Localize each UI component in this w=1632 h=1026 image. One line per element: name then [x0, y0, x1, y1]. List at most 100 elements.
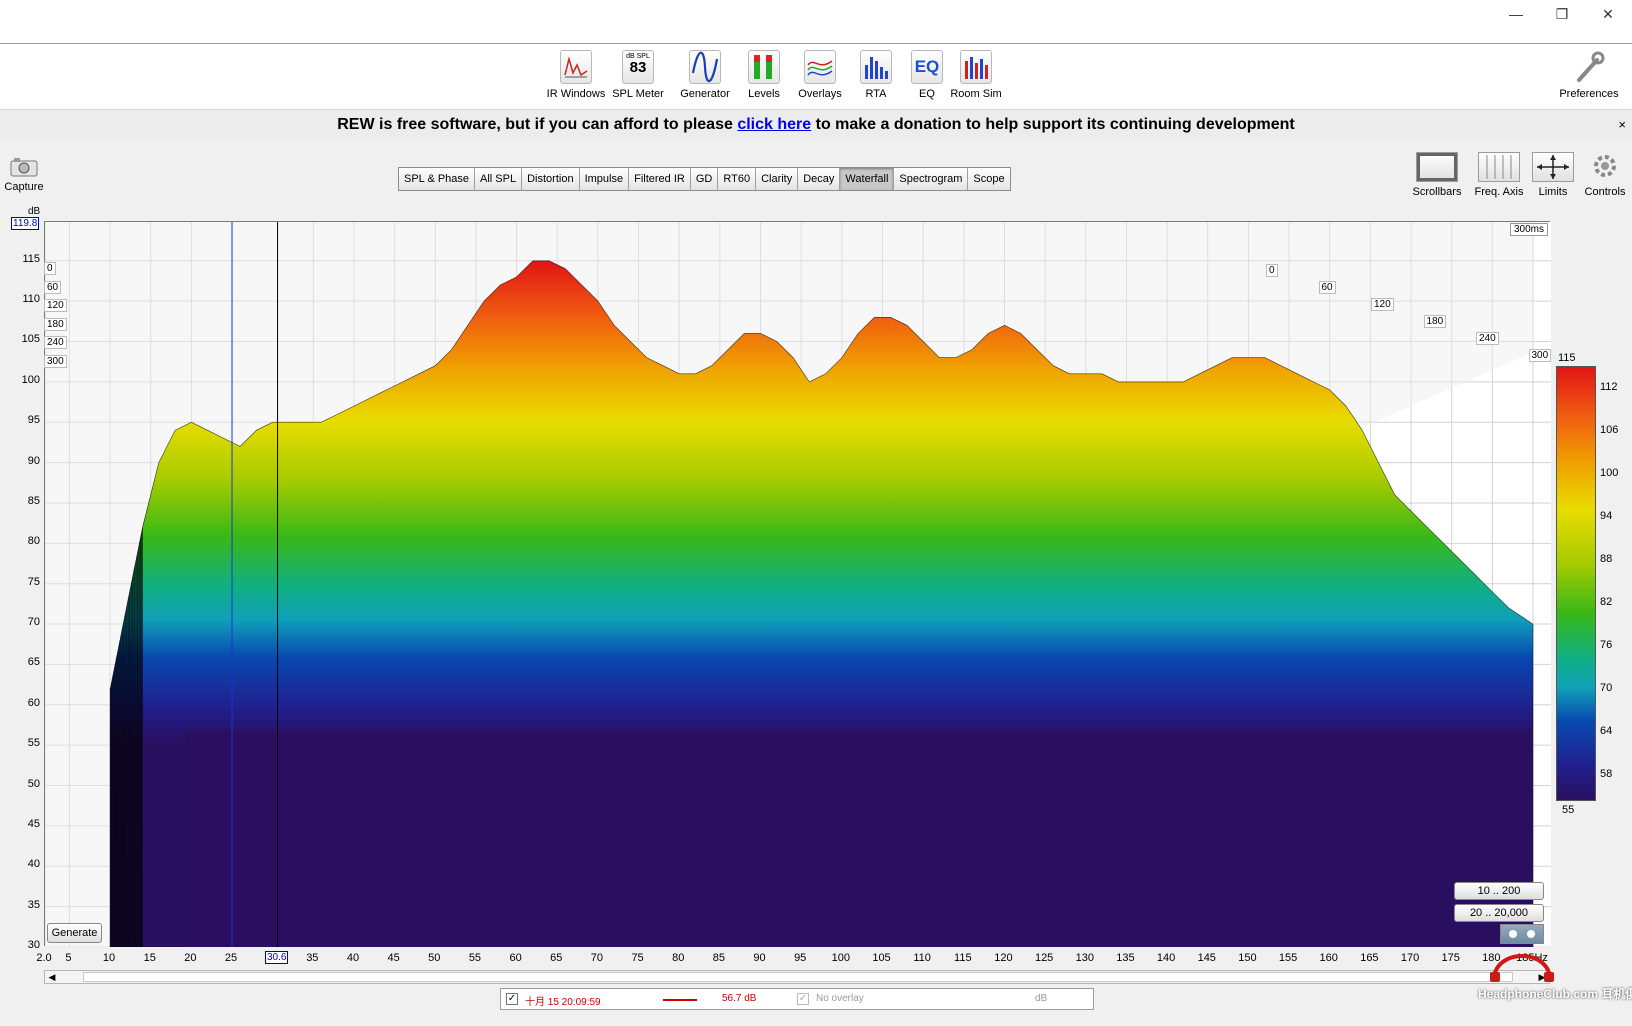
tab-impulse[interactable]: Impulse	[579, 168, 630, 190]
generator-icon	[689, 50, 721, 84]
x-tick-label: 75	[631, 952, 644, 964]
x-tick-label: 80	[672, 952, 685, 964]
tab-waterfall[interactable]: Waterfall	[840, 168, 895, 190]
horizontal-scrollbar[interactable]: ◀ ▶	[44, 970, 1550, 984]
x-tick-label: 130	[1075, 952, 1094, 964]
freq-axis-icon	[1478, 152, 1520, 182]
restore-button[interactable]: ❐	[1555, 6, 1569, 22]
toolbar-eq[interactable]: EQ EQ	[895, 50, 959, 100]
colorbar-tick: 100	[1600, 467, 1619, 479]
toolbar-rta[interactable]: RTA	[844, 50, 908, 100]
minimize-button[interactable]: —	[1509, 6, 1523, 22]
tab-spectrogram[interactable]: Spectrogram	[894, 168, 969, 190]
banner-close-icon[interactable]: ×	[1618, 117, 1626, 132]
banner-text-before: REW is free software, but if you can aff…	[337, 116, 733, 133]
capture-button[interactable]: Capture	[4, 156, 44, 193]
tab-scope[interactable]: Scope	[968, 168, 1010, 190]
tab-all-spl[interactable]: All SPL	[475, 168, 523, 190]
y-tick-label: 65	[27, 656, 40, 669]
tab-filtered-ir[interactable]: Filtered IR	[629, 168, 691, 190]
colorbar-tick: 94	[1600, 510, 1613, 522]
overlay-unit: dB	[1035, 993, 1048, 1004]
x-axis-cursor-marker[interactable]: 30.6	[265, 951, 289, 964]
x-tick-label: 110	[913, 952, 931, 964]
y-tick-label: 35	[27, 898, 40, 911]
time-tick-left: 240	[44, 336, 67, 349]
x-tick-label: 60	[509, 952, 522, 964]
limits-button[interactable]: Limits	[1522, 152, 1584, 198]
x-tick-label: 135	[1116, 952, 1135, 964]
y-tick-label: 30	[27, 939, 40, 951]
toolbar-overlays[interactable]: Overlays	[788, 50, 852, 100]
x-tick-label: 65	[550, 952, 563, 964]
x-tick-label: 175	[1441, 952, 1460, 964]
graph-tabs: SPL & Phase All SPL Distortion Impulse Filte…	[398, 167, 1011, 191]
y-tick-label: 50	[27, 777, 40, 790]
tab-clarity[interactable]: Clarity	[756, 168, 799, 190]
y-axis-max-marker[interactable]: 119.8	[11, 217, 40, 230]
tab-distortion[interactable]: Distortion	[522, 168, 580, 190]
zoom-icon	[1509, 930, 1535, 938]
y-tick-label: 80	[27, 535, 40, 548]
scroll-right-icon[interactable]: ▶	[1538, 972, 1546, 982]
y-tick-label: 85	[27, 494, 40, 507]
toolbar-preferences[interactable]: Preferences	[1556, 50, 1622, 100]
time-range-label: 300ms	[1510, 223, 1549, 236]
x-tick-label: 105	[872, 952, 891, 964]
waterfall-chart[interactable]	[45, 222, 1551, 947]
colorbar-tick: 76	[1600, 639, 1613, 651]
rta-icon	[860, 50, 892, 84]
y-tick-label: 110	[22, 293, 40, 306]
tab-rt60[interactable]: RT60	[718, 168, 757, 190]
y-tick-label: 95	[27, 414, 40, 427]
range-10-200-button[interactable]: 10 .. 200	[1454, 882, 1544, 900]
x-tick-label: 20	[184, 952, 197, 964]
x-tick-label: 55	[468, 952, 482, 964]
y-tick-label: 60	[27, 696, 40, 709]
measurement-checkbox[interactable]: ✓	[506, 993, 518, 1005]
overlay-checkbox[interactable]: ✓	[797, 993, 809, 1005]
x-tick-label: 125	[1034, 952, 1054, 964]
y-tick-label: 55	[27, 737, 40, 750]
colorbar-bottom: 55	[1562, 804, 1575, 816]
limits-icon	[1532, 152, 1574, 182]
trace-swatch	[663, 999, 697, 1001]
toolbar-ir-windows[interactable]: IR Windows	[544, 50, 608, 100]
donation-banner: REW is free software, but if you can aff…	[0, 110, 1632, 140]
donation-link[interactable]: click here	[737, 116, 812, 133]
time-tick-right: 0	[1266, 264, 1278, 277]
x-tick-label: 115	[954, 952, 972, 964]
colorbar-tick: 82	[1600, 596, 1613, 608]
tab-decay[interactable]: Decay	[798, 168, 841, 190]
colorbar-tick: 106	[1600, 424, 1619, 436]
y-tick-label: 90	[27, 454, 40, 467]
headphone-logo	[1490, 954, 1554, 982]
wrench-icon	[1573, 50, 1605, 84]
toolbar-generator[interactable]: Generator	[673, 50, 737, 100]
x-tick-label: 155	[1278, 952, 1298, 964]
freq-axis-button[interactable]: Freq. Axis	[1468, 152, 1530, 198]
scrollbars-button[interactable]: Scrollbars	[1406, 152, 1468, 198]
time-tick-right: 240	[1476, 332, 1499, 345]
room-sim-icon	[960, 50, 992, 84]
colorbar-tick: 112	[1600, 381, 1618, 393]
toolbar-room-sim[interactable]: Room Sim	[944, 50, 1008, 100]
x-tick-label: 40	[346, 952, 360, 964]
range-20-20000-button[interactable]: 20 .. 20,000	[1454, 904, 1544, 922]
close-button[interactable]: ✕	[1602, 6, 1614, 22]
x-tick-label: 160	[1319, 952, 1338, 964]
toolbar-spl-meter[interactable]: dB SPL 83 SPL Meter	[606, 50, 670, 100]
toolbar-levels[interactable]: Levels	[732, 50, 796, 100]
measurement-legend: ✓ 十月 15 20:09:59 56.7 dB ✓ No overlay dB	[500, 988, 1094, 1010]
zoom-toggle-button[interactable]	[1500, 924, 1544, 944]
tab-gd[interactable]: GD	[690, 168, 719, 190]
y-tick-label: 75	[27, 575, 40, 588]
y-tick-label: 105	[21, 333, 40, 346]
waterfall-plot[interactable]	[44, 221, 1551, 947]
controls-button[interactable]: Controls	[1574, 152, 1632, 198]
tab-spl-phase[interactable]: SPL & Phase	[399, 168, 476, 190]
generate-button[interactable]: Generate	[47, 923, 102, 943]
scrollbar-thumb[interactable]	[83, 972, 1513, 982]
x-tick-label: 95	[794, 952, 807, 964]
scroll-left-icon[interactable]: ◀	[48, 972, 56, 982]
